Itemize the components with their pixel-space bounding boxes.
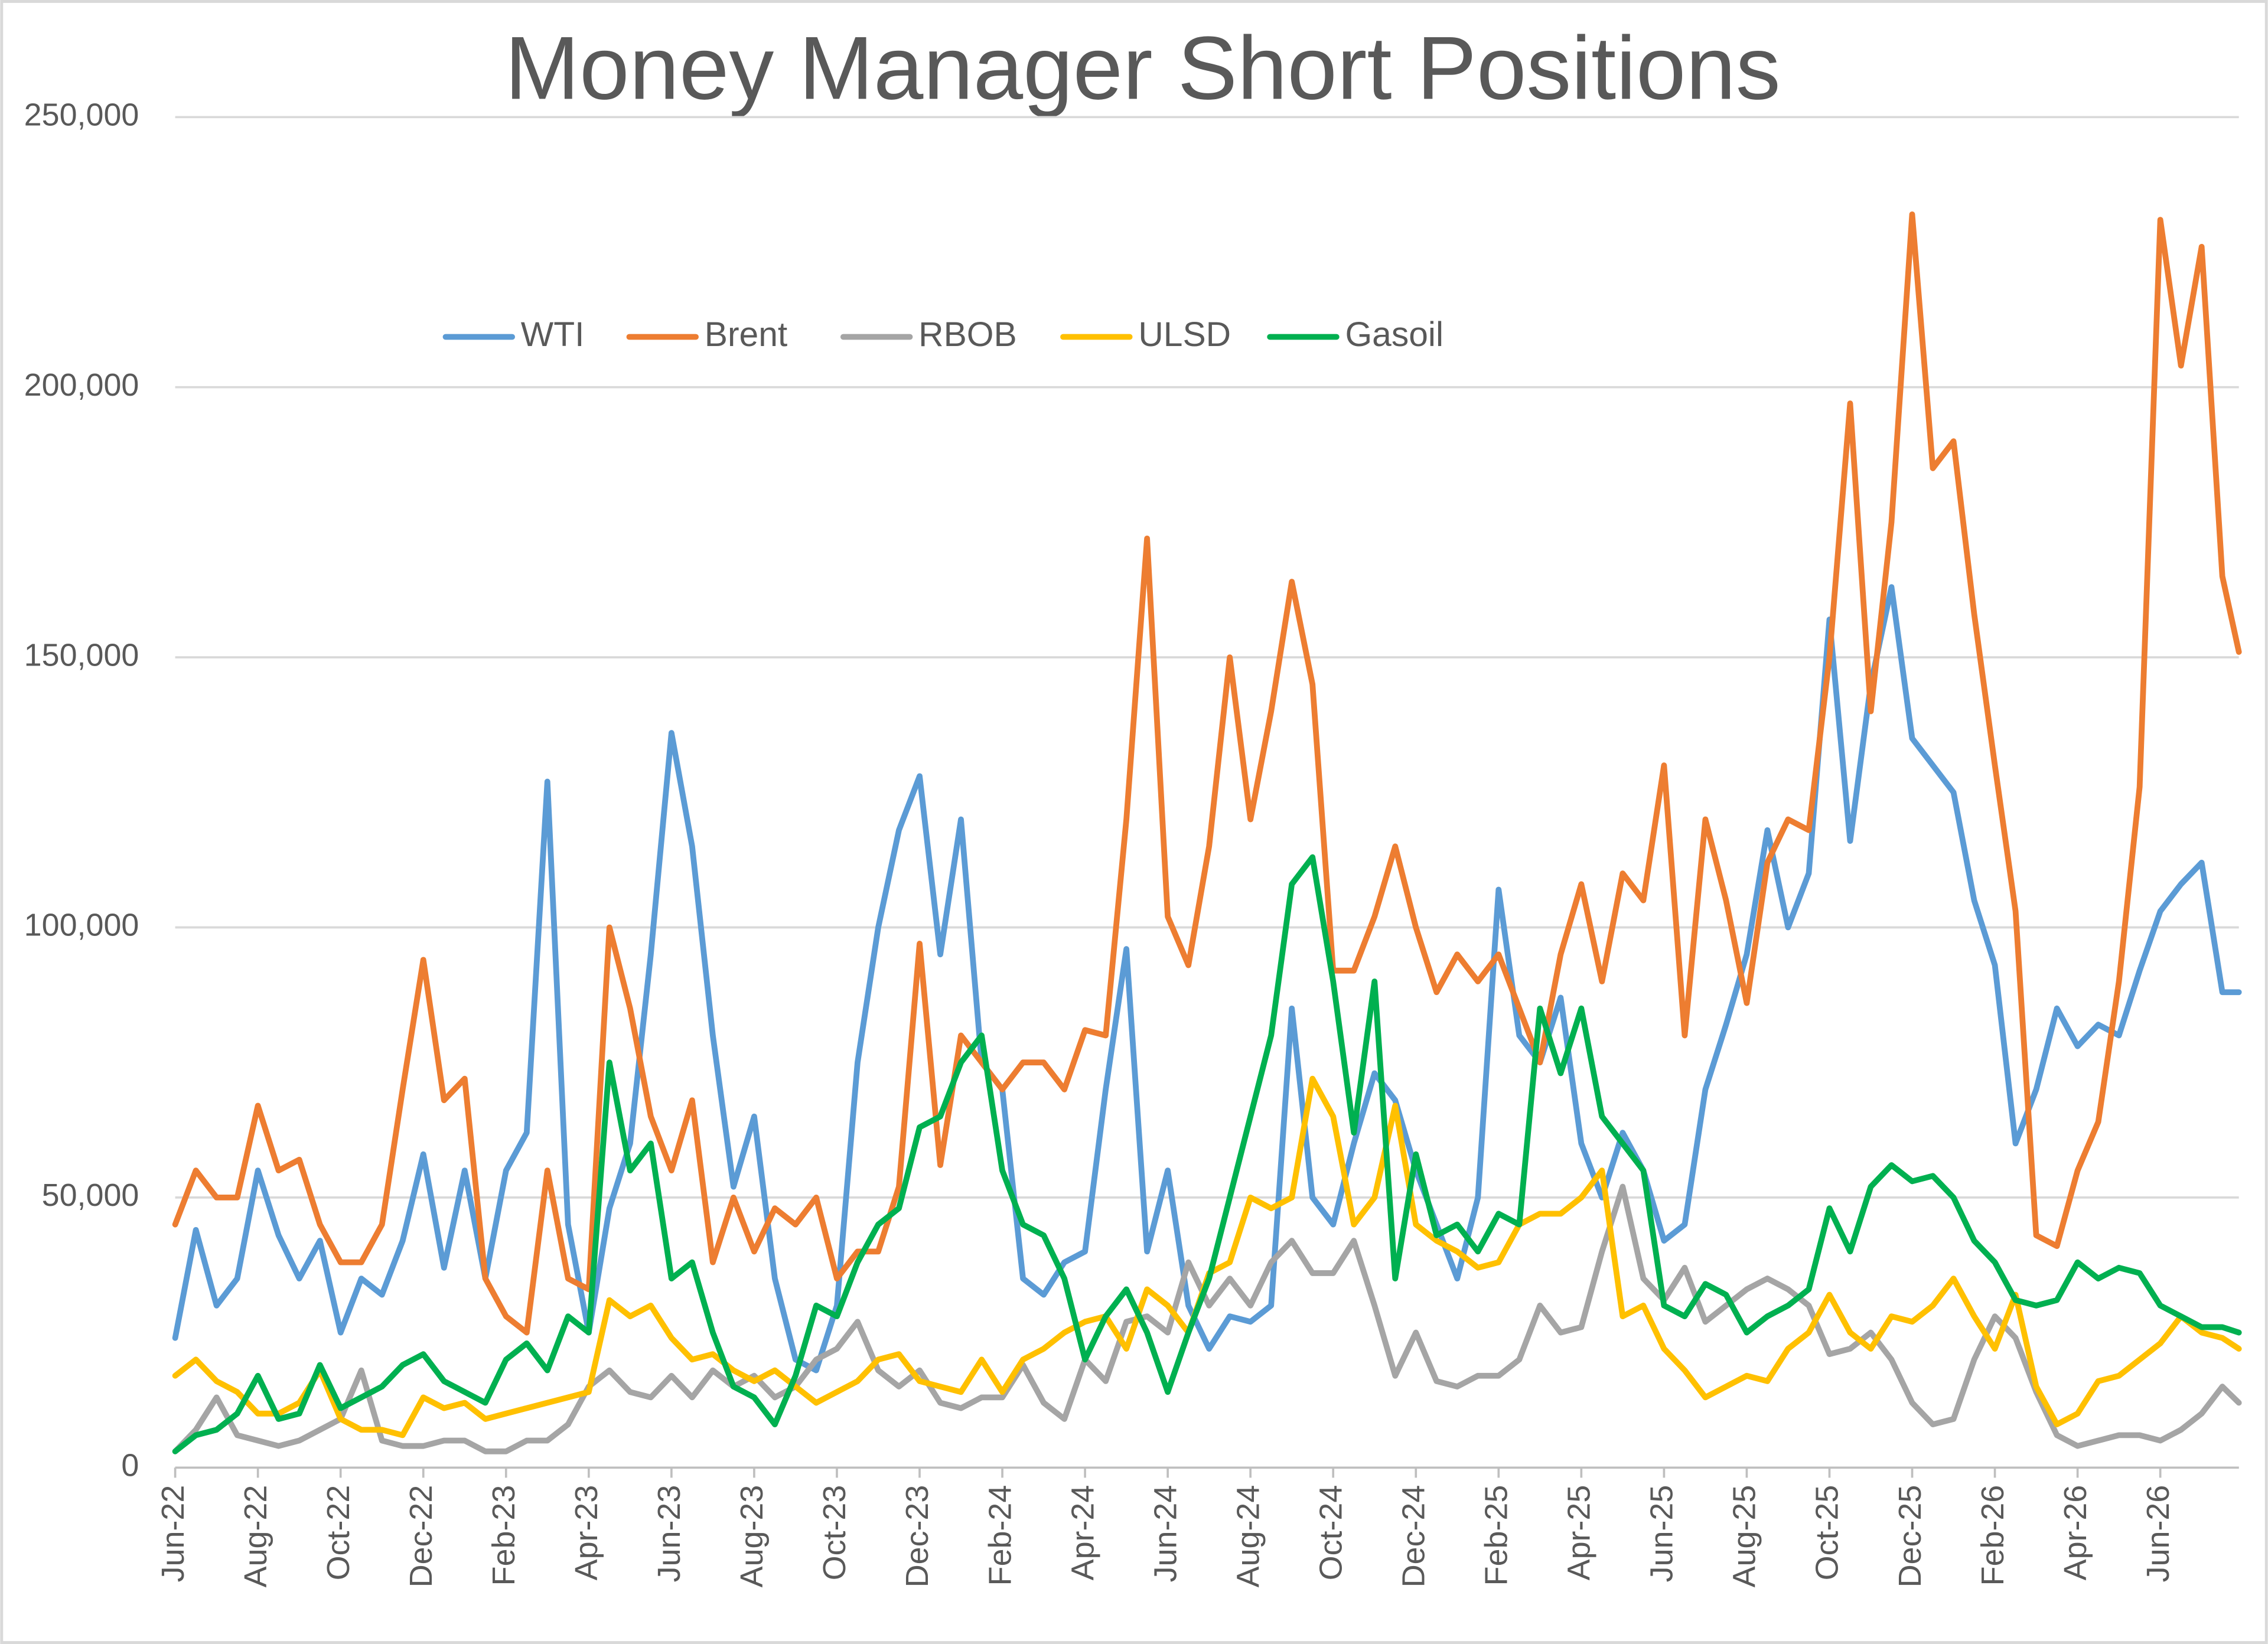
x-tick-label: Oct-22: [321, 1485, 356, 1581]
x-tick-label: Aug-23: [734, 1485, 770, 1588]
x-tick-label: Jun-26: [2140, 1485, 2176, 1583]
legend-label: ULSD: [1138, 315, 1231, 354]
x-tick-label: Apr-24: [1065, 1485, 1100, 1581]
x-tick-label: Aug-24: [1230, 1485, 1266, 1588]
legend-label: WTI: [521, 315, 585, 354]
lines: [172, 211, 2242, 1454]
x-tick-label: Apr-26: [2058, 1485, 2093, 1581]
series-line: [172, 1183, 2242, 1454]
y-tick-label: 200,000: [24, 367, 139, 403]
legend-label: Gasoil: [1345, 315, 1443, 354]
x-tick-label: Feb-25: [1479, 1485, 1514, 1586]
legend-label: RBOB: [918, 315, 1017, 354]
x-tick-label: Feb-24: [982, 1485, 1018, 1586]
x-tick-label: Dec-25: [1892, 1485, 1928, 1588]
x-tick-label: Jun-23: [651, 1485, 687, 1583]
y-tick-label: 100,000: [24, 908, 139, 943]
x-tick-label: Dec-22: [403, 1485, 439, 1588]
x-tick-label: Apr-23: [569, 1485, 604, 1581]
series-line: [172, 584, 2242, 1374]
x-tick-label: Aug-22: [238, 1485, 273, 1588]
y-tick-label: 250,000: [24, 97, 139, 133]
x-tick-label: Apr-25: [1562, 1485, 1597, 1581]
x-tick-label: Feb-23: [486, 1485, 522, 1586]
y-tick-label: 50,000: [42, 1177, 139, 1213]
legend-label: Brent: [705, 315, 787, 354]
x-tick-label: Dec-23: [900, 1485, 935, 1588]
x-tick-label: Jun-25: [1644, 1485, 1680, 1583]
series-line: [172, 211, 2242, 1336]
y-tick-label: 0: [121, 1448, 139, 1483]
x-tick-label: Feb-26: [1975, 1485, 2010, 1586]
chart-title: Money Manager Short Positions: [505, 18, 1781, 118]
x-tick-label: Oct-24: [1313, 1485, 1348, 1581]
x-tick-label: Dec-24: [1396, 1485, 1431, 1588]
x-tick-label: Jun-24: [1148, 1485, 1183, 1583]
legend: WTI Brent RBOB ULSD Gasoil: [442, 315, 1443, 354]
y-tick-label: 150,000: [24, 637, 139, 673]
x-tick-label: Oct-25: [1810, 1485, 1845, 1581]
x-tick-label: Aug-25: [1727, 1485, 1762, 1588]
x-tick-label: Oct-23: [817, 1485, 852, 1581]
x-tick-label: Jun-22: [155, 1485, 191, 1583]
series-line: [172, 854, 2242, 1454]
grid: 0 50,000 100,000 150,000 200,000 250,000 Jun-2…: [24, 97, 2239, 1588]
